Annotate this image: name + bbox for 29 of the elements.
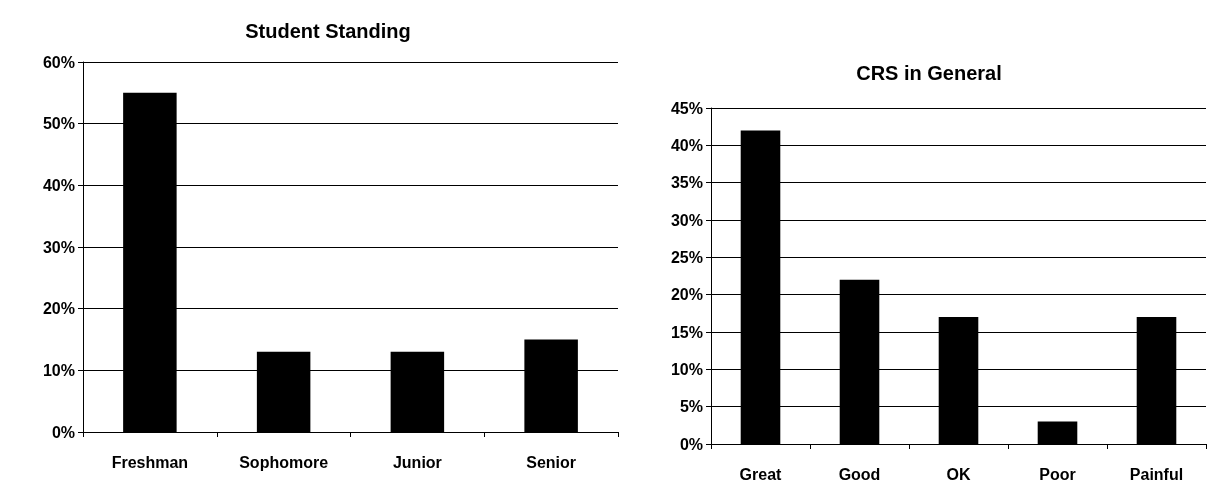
x-tick-label: OK (946, 465, 971, 483)
x-tick-label: Sophomore (239, 453, 329, 471)
y-tick-label: 20% (670, 286, 703, 304)
chart-title: Student Standing (245, 20, 411, 42)
y-tick-label: 5% (679, 398, 703, 416)
y-tick-label: 20% (42, 300, 75, 318)
y-tick-label: 10% (670, 360, 703, 378)
y-tick-label: 30% (42, 238, 75, 256)
y-tick-label: 0% (679, 435, 703, 453)
y-tick-label: 25% (670, 248, 703, 266)
x-tick-label: Poor (1039, 465, 1076, 483)
y-tick-label: 40% (42, 176, 75, 194)
chart-title: CRS in General (856, 62, 1002, 84)
y-tick-label: 60% (42, 53, 75, 71)
y-tick-label: 50% (42, 115, 75, 133)
x-tick-label: Great (739, 465, 783, 483)
y-tick-label: 35% (670, 174, 703, 192)
y-tick-label: 0% (51, 423, 75, 441)
y-tick-label: 15% (670, 323, 703, 341)
x-tick-label: Painful (1129, 465, 1184, 483)
x-tick-label: Senior (526, 453, 577, 471)
bar (1037, 421, 1078, 444)
x-tick-label: Good (838, 465, 881, 483)
x-tick-label: Freshman (111, 453, 189, 471)
y-tick-label: 30% (670, 211, 703, 229)
y-tick-label: 45% (670, 99, 703, 117)
y-tick-label: 10% (42, 361, 75, 379)
x-tick-label: Junior (392, 453, 442, 471)
y-tick-label: 40% (670, 136, 703, 154)
